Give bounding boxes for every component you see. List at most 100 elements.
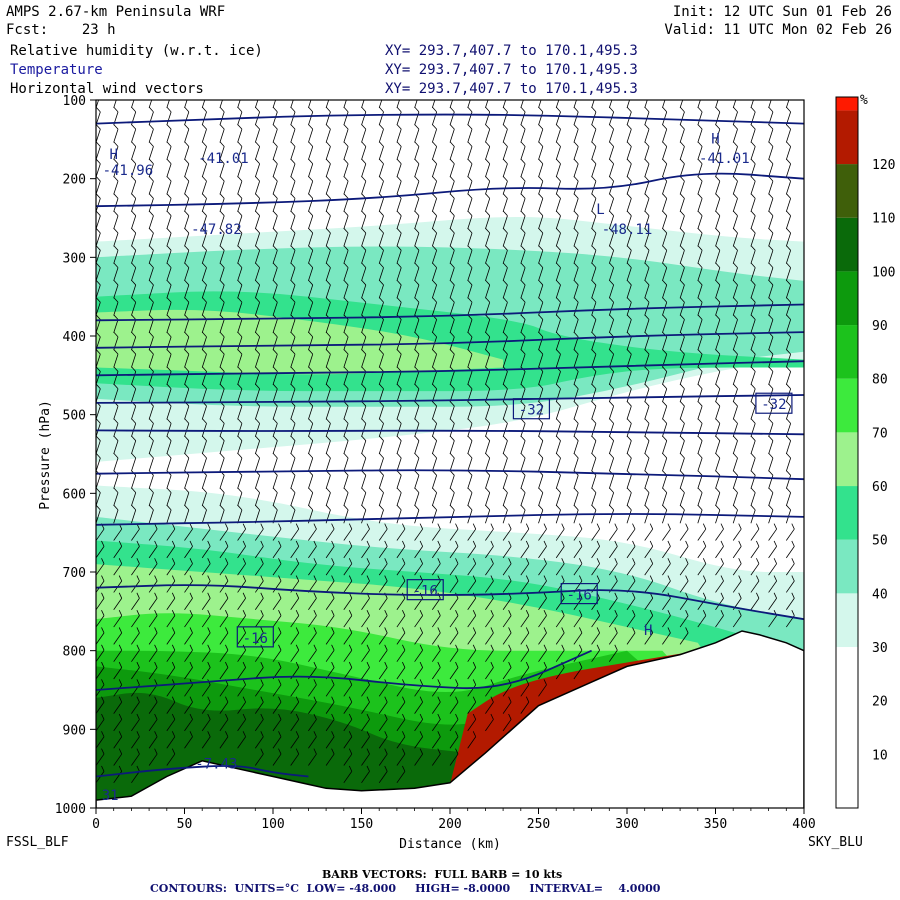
wind-barb: [166, 546, 176, 559]
wind-barb: [148, 753, 158, 766]
wind-barb: [166, 736, 176, 749]
wind-barb-feather: [680, 245, 685, 251]
wind-barb-feather: [113, 453, 119, 459]
wind-barb-feather: [432, 297, 437, 303]
y-tick-label: 200: [63, 173, 86, 188]
wind-barb: [201, 284, 207, 299]
wind-barb-feather: [326, 193, 331, 199]
wind-barb: [732, 215, 738, 230]
wind-barb-feather: [791, 609, 795, 616]
wind-barb: [431, 319, 438, 333]
wind-barb-feather: [237, 487, 243, 493]
wind-barb: [414, 215, 420, 230]
wind-barb-feather: [768, 228, 774, 234]
wind-barb: [378, 440, 384, 455]
wind-barb-feather: [751, 90, 755, 94]
wind-barb: [644, 475, 650, 489]
wind-barb: [272, 111, 278, 126]
wind-barb: [237, 302, 243, 316]
wind-barb: [785, 163, 792, 178]
wind-barb: [431, 475, 438, 489]
wind-barb-feather: [768, 487, 774, 493]
wind-barb: [148, 667, 158, 680]
wind-barb-feather: [366, 644, 370, 651]
wind-barb: [502, 598, 512, 610]
wind-barb: [485, 146, 491, 160]
wind-barb: [272, 649, 282, 662]
wind-barb: [626, 457, 632, 472]
wind-barb-feather: [184, 107, 190, 113]
wind-barb-feather: [662, 159, 668, 165]
wind-barb: [644, 388, 650, 403]
wind-barb: [308, 753, 317, 766]
wind-barb: [290, 129, 296, 143]
wind-barb-feather: [290, 349, 296, 355]
wind-barb: [803, 470, 804, 472]
wind-barb-feather: [255, 262, 260, 268]
wind-barb: [715, 250, 721, 264]
wind-barb: [96, 632, 105, 645]
wind-barb-feather: [219, 124, 225, 130]
wind-barb: [715, 546, 724, 559]
wind-barb-feather: [260, 713, 264, 720]
wind-barb-feather: [396, 366, 402, 372]
wind-barb: [608, 457, 615, 472]
wind-barb: [396, 198, 402, 212]
wind-barb-feather: [455, 523, 459, 530]
wind-barb: [378, 509, 384, 524]
wind-barb: [308, 354, 314, 368]
wind-barb-feather: [432, 349, 437, 355]
wind-barb-feather: [219, 366, 225, 372]
wind-barb: [361, 163, 367, 178]
wind-barb-feather: [472, 644, 477, 651]
wind-barb: [148, 232, 154, 247]
wind-barb: [201, 701, 211, 714]
wind-barb: [113, 371, 119, 385]
wind-barb-feather: [290, 159, 296, 165]
wind-barb: [520, 232, 526, 247]
wind-barb: [715, 284, 721, 299]
wind-barb: [662, 250, 668, 264]
wind-barb-feather: [591, 280, 597, 286]
wind-barb-feather: [490, 558, 494, 564]
wind-barb-feather: [450, 159, 455, 165]
wind-barb: [697, 198, 703, 212]
wind-barb: [272, 354, 278, 368]
wind-barb: [485, 319, 491, 333]
wind-barb-feather: [419, 748, 423, 755]
wind-barb-feather: [804, 159, 808, 163]
wind-barb: [396, 546, 406, 559]
wind-barb: [201, 475, 207, 489]
wind-barb: [467, 632, 477, 645]
wind-barb-feather: [308, 193, 314, 199]
wind-barb: [555, 598, 565, 610]
wind-barb: [361, 649, 370, 662]
wind-barb: [290, 232, 296, 247]
wind-barb: [237, 354, 243, 368]
wind-barb-feather: [543, 540, 547, 547]
wind-barb: [768, 319, 774, 333]
wind-barb: [715, 371, 721, 385]
wind-barb: [785, 546, 795, 559]
wind-barb-feather: [627, 159, 632, 165]
wind-barb-feather: [308, 228, 314, 234]
wind-barb: [591, 440, 597, 455]
wind-barb: [378, 736, 388, 749]
wind-barb: [626, 180, 632, 195]
wind-barb-feather: [419, 679, 423, 685]
wind-barb: [113, 563, 123, 576]
wind-barb-feather: [556, 107, 561, 113]
wind-barb: [538, 215, 544, 230]
wind-barb: [502, 129, 508, 143]
wind-barb-feather: [791, 523, 795, 530]
wind-barb: [449, 475, 455, 489]
wind-barb: [644, 546, 654, 559]
wind-barb: [414, 250, 420, 264]
wind-barb-feather: [627, 297, 632, 303]
wind-barb: [697, 215, 703, 230]
wind-barb-feather: [697, 435, 703, 441]
wind-barb-feather: [432, 124, 437, 130]
wind-barb-feather: [113, 245, 119, 251]
wind-barb: [131, 563, 140, 576]
